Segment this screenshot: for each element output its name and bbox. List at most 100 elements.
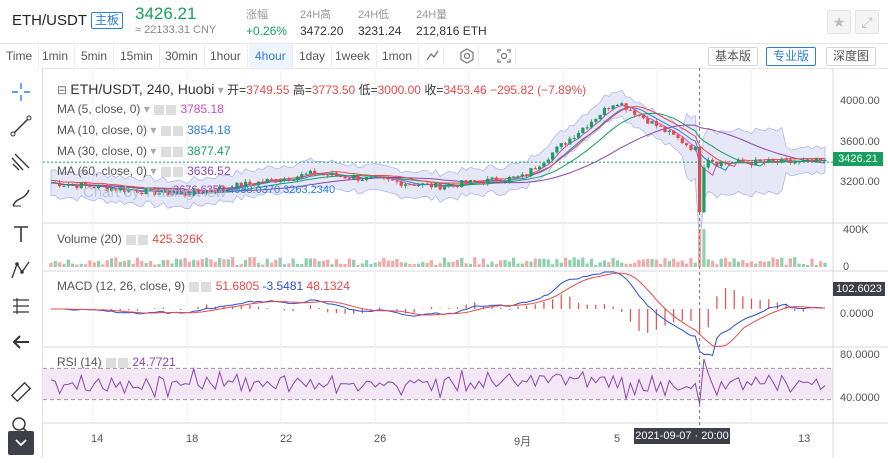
ruler-icon[interactable] (9, 380, 33, 404)
interval-1day[interactable]: 1day (293, 44, 333, 68)
candle-body (66, 184, 70, 186)
fib-tool-icon[interactable] (9, 150, 33, 174)
candle-body (153, 188, 157, 195)
candle-body (507, 176, 511, 182)
ohlc-high: 3773.50 (311, 83, 356, 97)
interval-4hour[interactable]: 4hour (249, 44, 293, 68)
candle-body (421, 183, 425, 186)
volume-bar (503, 259, 507, 267)
price-chart[interactable] (43, 68, 888, 458)
favorite-star-icon[interactable]: ★ (827, 10, 851, 34)
indicator-settings-icon[interactable] (456, 46, 479, 66)
candle-body (672, 130, 676, 135)
back-arrow-icon[interactable] (9, 330, 33, 354)
candle-body (135, 190, 140, 193)
candle-body (174, 193, 178, 195)
volume-bar (88, 260, 92, 267)
candle-body (806, 159, 810, 161)
ma-legend-5[interactable]: MA (5, close, 0) ▾ 3785.18 (57, 102, 224, 116)
candle-body (295, 176, 300, 180)
volume-bar (499, 260, 503, 267)
candle-body (503, 181, 507, 183)
candle-body (256, 181, 261, 185)
interval-1week[interactable]: 1week (329, 44, 377, 68)
candle-body (144, 188, 148, 195)
interval-time[interactable]: Time (0, 44, 40, 68)
ma-legend-10[interactable]: MA (10, close, 0) ▾ 3854.18 (57, 123, 231, 137)
candle-body (92, 186, 96, 189)
crosshair-icon[interactable] (9, 80, 33, 104)
candle-body (512, 176, 516, 178)
expand-tools-button[interactable] (8, 431, 34, 455)
chart-type-icon[interactable] (421, 46, 444, 66)
candle-body (788, 159, 793, 163)
view-pro-button[interactable]: 专业版 (766, 47, 817, 66)
ohlc-open: 3749.55 (246, 83, 290, 97)
volume-bar (715, 264, 719, 267)
volume-bar (75, 264, 79, 267)
volume-bar (66, 259, 70, 267)
macd-line (51, 271, 826, 357)
interval-1hour[interactable]: 1hour (204, 44, 248, 68)
text-tool-icon[interactable] (9, 222, 33, 246)
candle-body (745, 162, 749, 164)
volume-bar (92, 262, 96, 267)
trend-line-icon[interactable] (9, 114, 33, 138)
volume-bar (624, 263, 628, 267)
interval-1mon[interactable]: 1mon (376, 44, 420, 68)
volume-bar (650, 259, 654, 267)
stat-label-high: 24H高 (300, 9, 332, 21)
stat-label-volume: 24H量 (416, 9, 448, 21)
forecast-icon[interactable] (9, 294, 33, 318)
candle-body (620, 103, 624, 106)
volume-bar (628, 263, 633, 267)
candle-body (654, 121, 658, 126)
brush-icon[interactable] (9, 186, 33, 210)
macd-legend[interactable]: MACD (12, 26, close, 9) 51.6805 -3.5481 … (57, 279, 350, 293)
interval-1min[interactable]: 1min (36, 44, 76, 68)
volume-bar (667, 260, 671, 267)
volume-bar (672, 258, 676, 267)
price-tick-3200: 3200.00 (840, 176, 880, 188)
volume-bar (127, 259, 131, 267)
candle-body (278, 180, 282, 183)
time-tick: 9月 (514, 436, 532, 448)
view-depth-button[interactable]: 深度图 (826, 47, 877, 66)
volume-bar (646, 258, 650, 267)
ma-legend-60[interactable]: MA (60, close, 0) ▾ 3636.52 (57, 164, 231, 178)
volume-bar (278, 257, 282, 267)
candle-body (140, 192, 144, 195)
macd-hist-value: 51.6805 (215, 279, 260, 293)
rsi-legend[interactable]: RSI (14) 24.7721 (57, 355, 176, 369)
interval-5min[interactable]: 5min (75, 44, 115, 68)
candle-body (304, 173, 308, 175)
candle-body (529, 168, 533, 176)
fullscreen-icon[interactable]: ⤢ (855, 10, 879, 34)
volume-bar (447, 262, 451, 267)
pattern-icon[interactable] (9, 258, 33, 282)
volume-tick-400k: 400K (843, 224, 869, 236)
interval-30min[interactable]: 30min (159, 44, 205, 68)
screenshot-icon[interactable] (493, 46, 516, 66)
candle-body (585, 127, 589, 129)
pair-name[interactable]: ETH/USDT (12, 12, 87, 29)
volume-bar (274, 259, 278, 267)
volume-bar (559, 262, 563, 267)
interval-15min[interactable]: 15min (114, 44, 160, 68)
view-basic-button[interactable]: 基本版 (708, 47, 759, 66)
volume-bar (620, 262, 624, 267)
volume-bar (754, 263, 758, 267)
volume-legend[interactable]: Volume (20) 425.326K (57, 232, 204, 246)
volume-bar (153, 264, 157, 267)
volume-bar (442, 257, 447, 267)
candle-body (148, 188, 153, 190)
ma-legend-30[interactable]: MA (30, close, 0) ▾ 3877.47 (57, 144, 231, 158)
candle-body (615, 105, 620, 107)
volume-bar (680, 260, 684, 267)
candle-body (222, 186, 226, 189)
candle-body (442, 186, 447, 190)
volume-bar (265, 258, 269, 267)
chart-area[interactable]: ⊟ ETH/USDT, 240, Huobi ▾ 开=3749.55 高=377… (43, 68, 888, 458)
volume-bar (118, 261, 122, 267)
volume-bar (114, 257, 118, 267)
